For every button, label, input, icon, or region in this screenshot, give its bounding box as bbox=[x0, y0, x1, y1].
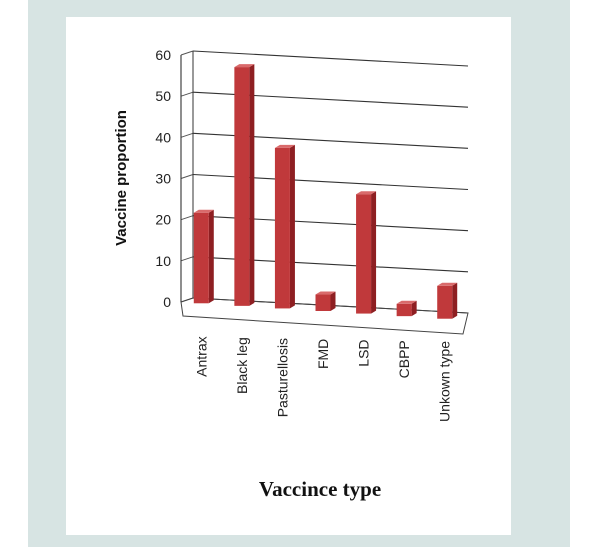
gridline-side bbox=[181, 51, 193, 55]
y-tick-label: 50 bbox=[155, 88, 171, 104]
bar bbox=[234, 67, 249, 306]
gridline-side bbox=[181, 133, 193, 137]
y-tick-label: 10 bbox=[155, 253, 171, 269]
gridline-side bbox=[181, 175, 193, 179]
gridline bbox=[193, 216, 468, 231]
x-tick-label: Black leg bbox=[234, 337, 250, 394]
x-tick-label: LSD bbox=[356, 339, 372, 366]
y-tick-label: 30 bbox=[155, 171, 171, 187]
y-tick-layer: 0 10 20 30 40 50 60 bbox=[155, 47, 171, 310]
gridline bbox=[193, 175, 468, 190]
gridline bbox=[193, 92, 468, 107]
gridline bbox=[193, 257, 468, 272]
y-tick-label: 40 bbox=[155, 129, 171, 145]
bar-layer bbox=[194, 64, 457, 319]
bar bbox=[194, 213, 209, 304]
bar-side bbox=[209, 210, 214, 304]
bar bbox=[437, 286, 452, 319]
x-tick-label: Antrax bbox=[193, 336, 209, 376]
x-axis-label: Vaccince type bbox=[259, 477, 381, 501]
bar bbox=[356, 194, 371, 313]
bar-side bbox=[331, 292, 336, 311]
x-tick-label: Unkown type bbox=[437, 341, 453, 422]
bar-side bbox=[452, 283, 457, 319]
gridline bbox=[193, 133, 468, 148]
x-tick-label: FMD bbox=[315, 339, 331, 369]
y-axis-label: Vaccine proportion bbox=[113, 110, 130, 246]
bar bbox=[397, 304, 412, 316]
x-tick-label: CBPP bbox=[396, 340, 412, 378]
gridline-side bbox=[181, 257, 193, 261]
bar-side bbox=[290, 145, 295, 309]
x-tick-label: Pasturellosis bbox=[274, 338, 290, 417]
gridline-side bbox=[181, 216, 193, 220]
bar bbox=[275, 148, 290, 309]
bar-side bbox=[371, 191, 376, 313]
bar bbox=[316, 295, 331, 311]
y-tick-label: 0 bbox=[163, 294, 171, 310]
gridline-side bbox=[181, 92, 193, 96]
y-tick-label: 20 bbox=[155, 212, 171, 228]
category-label-layer: Antrax Black leg Pasturellosis FMD LSD CBPP Un… bbox=[193, 336, 452, 422]
gridline bbox=[193, 51, 468, 66]
y-tick-label: 60 bbox=[155, 47, 171, 63]
bar-side bbox=[249, 64, 254, 306]
